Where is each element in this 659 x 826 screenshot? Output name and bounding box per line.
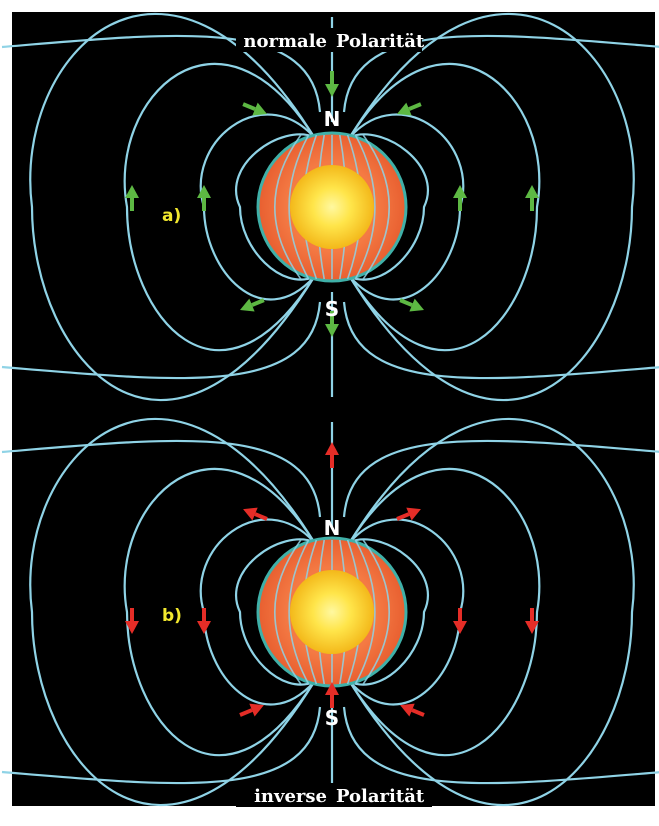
open-line-upper-left bbox=[1, 34, 322, 113]
caption-bottom-left: inverse bbox=[254, 786, 327, 807]
diagonal-arrow-1 bbox=[243, 507, 268, 521]
side-arrow-3 bbox=[453, 608, 467, 634]
field-loop-right-3 bbox=[349, 467, 541, 757]
field-loop-left-3 bbox=[123, 467, 315, 757]
panel-normal-polarity bbox=[1, 12, 659, 402]
side-arrow-4 bbox=[525, 608, 539, 634]
diagonal-arrow-4 bbox=[399, 298, 424, 312]
side-arrow-3 bbox=[453, 185, 467, 211]
axis-arrow-south bbox=[325, 311, 339, 337]
direction-arrows bbox=[125, 442, 539, 717]
open-line-lower-left bbox=[1, 706, 322, 785]
south-pole-label-top: S bbox=[325, 297, 339, 321]
diagonal-arrow-4 bbox=[400, 703, 425, 717]
field-lines bbox=[1, 12, 659, 402]
north-pole-label-top: N bbox=[324, 107, 341, 131]
field-loop-right-3 bbox=[349, 62, 541, 352]
direction-arrows bbox=[125, 71, 539, 337]
field-loop-right-1 bbox=[349, 133, 429, 281]
field-loop-left-3 bbox=[123, 62, 315, 352]
planet bbox=[256, 536, 408, 688]
south-pole-label-bottom: S bbox=[325, 706, 339, 730]
field-loop-left-1 bbox=[235, 538, 315, 686]
planet bbox=[256, 131, 408, 283]
panel-inverse-polarity bbox=[1, 417, 659, 807]
side-arrow-2 bbox=[197, 185, 211, 211]
core bbox=[290, 570, 374, 654]
diagonal-arrow-3 bbox=[240, 298, 265, 312]
axis-arrow-north bbox=[325, 442, 339, 468]
caption-top: normale Polarität bbox=[236, 28, 425, 52]
caption-top-right: Polarität bbox=[336, 31, 425, 52]
open-line-lower-left bbox=[1, 301, 322, 380]
caption-bottom-right: Polarität bbox=[336, 786, 425, 807]
side-arrow-1 bbox=[125, 608, 139, 634]
field-loop-left-1 bbox=[235, 133, 315, 281]
north-pole-label-bottom: N bbox=[324, 516, 341, 540]
side-arrow-1 bbox=[125, 185, 139, 211]
diagonal-arrow-2 bbox=[397, 102, 422, 116]
diagonal-arrow-2 bbox=[396, 507, 421, 521]
open-line-lower-right bbox=[342, 706, 659, 785]
open-line-upper-right bbox=[342, 34, 659, 113]
field-loop-left-4 bbox=[29, 12, 315, 402]
diagonal-arrow-3 bbox=[239, 703, 264, 717]
core bbox=[290, 165, 374, 249]
label-b: b) bbox=[162, 606, 182, 626]
diagonal-arrow-1 bbox=[242, 102, 267, 116]
axis-arrow-north bbox=[325, 71, 339, 97]
field-loop-left-4 bbox=[29, 417, 315, 807]
side-arrow-4 bbox=[525, 185, 539, 211]
label-a: a) bbox=[162, 206, 181, 226]
side-arrow-2 bbox=[197, 608, 211, 634]
caption-bottom: inverse Polarität bbox=[236, 783, 432, 807]
caption-top-left: normale bbox=[243, 31, 327, 52]
open-line-upper-left bbox=[1, 439, 322, 518]
open-line-lower-right bbox=[342, 301, 659, 380]
field-loop-right-4 bbox=[349, 417, 635, 807]
open-line-upper-right bbox=[342, 439, 659, 518]
field-lines bbox=[1, 417, 659, 807]
field-loop-right-1 bbox=[349, 538, 429, 686]
axis-arrow-south bbox=[325, 682, 339, 708]
field-loop-right-4 bbox=[349, 12, 635, 402]
